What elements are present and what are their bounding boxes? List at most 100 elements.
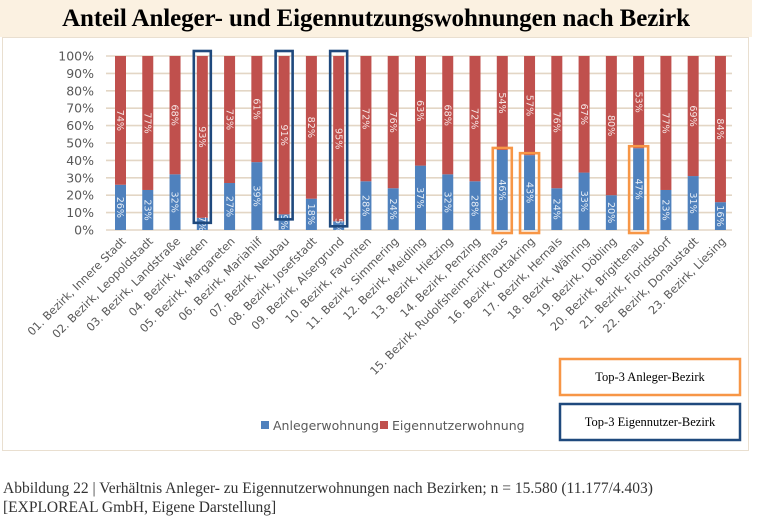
data-label-eigennutzerwohnung: 77% — [141, 112, 152, 133]
bar-anlegerwohnung — [605, 195, 617, 230]
data-label-anlegerwohnung: 28% — [360, 195, 371, 216]
bar-anlegerwohnung — [578, 172, 590, 230]
bar-eigennutzerwohnung — [714, 56, 726, 203]
y-axis-ticks: 0% 10% 20% 30% 40% 50% 60% 70% 80% 90% 100% — [58, 49, 94, 238]
data-label-eigennutzerwohnung: 53% — [632, 91, 643, 112]
highlight-box-top3-eigennutzer — [274, 49, 294, 221]
data-label-eigennutzerwohnung: 73% — [223, 109, 234, 130]
bar-anlegerwohnung — [251, 162, 263, 230]
data-label-eigennutzerwohnung: 72% — [360, 108, 371, 129]
legend-swatch-anlegerwohnung — [261, 421, 269, 429]
data-label-eigennutzerwohnung: 67% — [578, 104, 589, 125]
bar-anlegerwohnung — [115, 184, 126, 230]
y-tick-label: 30% — [66, 170, 94, 185]
highlight-box-top3-eigennutzer — [328, 49, 349, 228]
data-label-anlegerwohnung: 23% — [660, 199, 671, 220]
bar-eigennutzerwohnung — [551, 56, 563, 189]
bar-anlegerwohnung — [305, 198, 317, 230]
bar-eigennutzerwohnung — [633, 56, 645, 149]
bar-anlegerwohnung — [633, 148, 645, 230]
bar-eigennutzerwohnung — [169, 56, 181, 175]
annotation-box-top3-anleger — [558, 357, 742, 397]
data-label-anlegerwohnung: 16% — [714, 205, 725, 226]
bar-eigennutzerwohnung — [496, 56, 508, 150]
bar-anlegerwohnung — [551, 188, 563, 230]
bar-eigennutzerwohnung — [115, 56, 126, 185]
bars — [115, 56, 726, 230]
bar-eigennutzerwohnung — [224, 56, 236, 184]
data-label-anlegerwohnung: 31% — [687, 192, 698, 213]
bar-anlegerwohnung — [387, 188, 399, 230]
data-label-eigennutzerwohnung: 74% — [114, 110, 125, 131]
bar-eigennutzerwohnung — [305, 56, 317, 199]
bar-anlegerwohnung — [660, 189, 672, 230]
bar-eigennutzerwohnung — [251, 56, 263, 163]
bar-anlegerwohnung — [414, 165, 426, 230]
annotation-top3-eigennutzer: Top-3 Eigennutzer-Bezirk — [558, 402, 742, 442]
bar-anlegerwohnung — [442, 174, 454, 230]
y-tick-label: 70% — [66, 101, 94, 116]
data-label-anlegerwohnung: 24% — [551, 198, 562, 219]
bar-eigennutzerwohnung — [142, 56, 154, 190]
data-label-anlegerwohnung: 27% — [223, 196, 234, 217]
data-label-anlegerwohnung: 28% — [469, 195, 480, 216]
bar-anlegerwohnung — [496, 149, 508, 230]
data-label-anlegerwohnung: 39% — [251, 185, 262, 206]
bar-anlegerwohnung — [278, 214, 290, 230]
highlight-boxes — [192, 49, 650, 235]
y-tick-label: 10% — [66, 205, 94, 220]
data-label-eigennutzerwohnung: 77% — [660, 112, 671, 133]
bar-anlegerwohnung — [524, 155, 536, 230]
caption-line-2: [EXPLOREAL GmbH, Eigene Darstellung] — [3, 499, 277, 516]
data-label-anlegerwohnung: 32% — [169, 191, 180, 212]
y-tick-label: 100% — [58, 49, 94, 64]
data-label-eigennutzerwohnung: 76% — [551, 111, 562, 132]
data-label-eigennutzerwohnung: 68% — [441, 104, 452, 125]
y-tick-label: 40% — [66, 153, 94, 168]
data-label-anlegerwohnung: 33% — [578, 191, 589, 212]
bar-anlegerwohnung — [224, 183, 236, 230]
data-label-eigennutzerwohnung: 63% — [414, 100, 425, 121]
bar-anlegerwohnung — [360, 181, 372, 230]
y-tick-label: 50% — [66, 136, 94, 151]
data-label-eigennutzerwohnung: 69% — [687, 105, 698, 126]
y-tick-label: 90% — [66, 66, 94, 81]
chart-title: Anteil Anleger- und Eigennutzungswohnung… — [0, 0, 752, 37]
data-label-anlegerwohnung: 18% — [305, 204, 316, 225]
annotation-box-top3-eigennutzer — [558, 402, 742, 442]
data-label-eigennutzerwohnung: 82% — [305, 117, 316, 138]
bar-eigennutzerwohnung — [387, 56, 399, 189]
data-label-anlegerwohnung: 24% — [387, 198, 398, 219]
bar-eigennutzerwohnung — [278, 56, 290, 215]
bar-eigennutzerwohnung — [196, 56, 208, 218]
bar-anlegerwohnung — [142, 189, 154, 230]
data-label-eigennutzerwohnung: 76% — [387, 111, 398, 132]
bar-eigennutzerwohnung — [605, 56, 617, 196]
data-label-anlegerwohnung: 37% — [414, 187, 425, 208]
y-tick-label: 20% — [66, 188, 94, 203]
bar-anlegerwohnung — [714, 202, 726, 230]
highlight-box-top3-anleger — [627, 144, 650, 235]
y-tick-label: 80% — [66, 83, 94, 98]
bar-eigennutzerwohnung — [687, 56, 699, 177]
annotation-label-top3-eigennutzer: Top-3 Eigennutzer-Bezirk — [585, 415, 716, 429]
data-label-anlegerwohnung: 46% — [496, 179, 507, 200]
data-label-anlegerwohnung: 32% — [441, 191, 452, 212]
data-label-eigennutzerwohnung: 61% — [251, 98, 262, 119]
y-tick-label: 0% — [74, 223, 94, 238]
legend-label-eigennutzerwohnung: Eigennutzerwohnung — [392, 418, 525, 433]
y-tick-label: 60% — [66, 118, 94, 133]
highlight-box-top3-anleger — [491, 146, 514, 235]
highlight-box-top3-anleger — [518, 151, 541, 235]
data-label-anlegerwohnung: 43% — [523, 182, 534, 203]
bar-anlegerwohnung — [469, 181, 481, 230]
bar-eigennutzerwohnung — [360, 56, 372, 182]
figure-caption: Abbildung 22 | Verhältnis Anleger- zu Ei… — [3, 479, 653, 517]
data-label-eigennutzerwohnung: 72% — [469, 108, 480, 129]
data-label-eigennutzerwohnung: 80% — [605, 115, 616, 136]
bar-eigennutzerwohnung — [469, 56, 481, 182]
data-label-eigennutzerwohnung: 91% — [278, 125, 289, 146]
annotation-label-top3-anleger: Top-3 Anleger-Bezirk — [595, 370, 705, 384]
bar-eigennutzerwohnung — [524, 56, 536, 156]
